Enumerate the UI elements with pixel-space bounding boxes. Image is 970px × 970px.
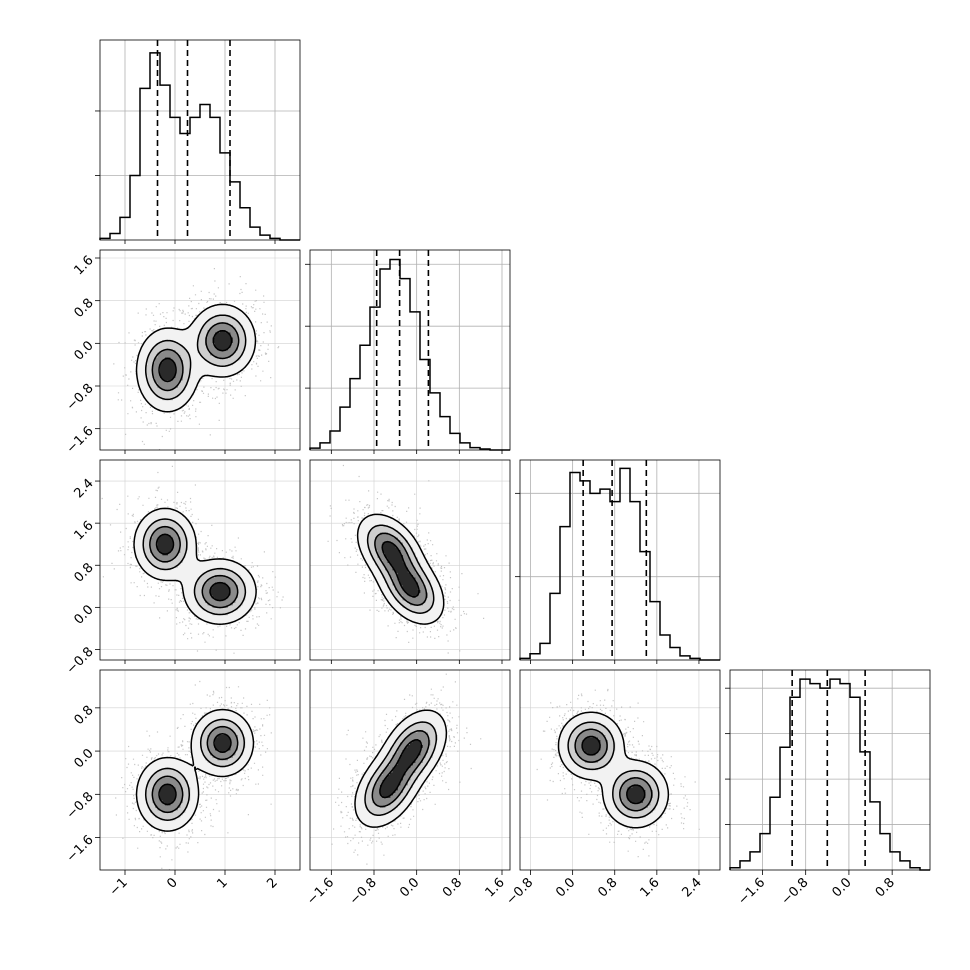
contour-line-3 [581,735,646,805]
histogram-step-line [99,52,300,241]
panel-frame [99,459,301,661]
panel-frame [99,39,301,241]
density-level-3 [157,535,231,601]
panel-frame [99,669,301,871]
contour-line-0 [135,708,255,832]
contour-line-2 [574,728,653,812]
x-tick-label: 0.0 [830,875,855,900]
x-tick-label: −0.8 [779,875,812,908]
contour-line-2 [374,532,428,606]
y-tick-label: 0.8 [71,296,96,321]
contour-line-3 [379,739,423,799]
contour-line-3 [381,540,420,598]
scatter-panel-3-1 [309,669,511,871]
x-tick-label: −0.8 [503,875,536,908]
y-tick-label: 0.0 [71,338,96,363]
x-tick-label: −1.6 [304,875,337,908]
panel-frame [309,669,511,871]
panel-content [100,250,300,450]
contour-line-0 [135,303,257,413]
histogram-step-line [309,258,510,451]
contour-line-1 [567,721,660,819]
panel-frame [729,669,931,871]
contour-line-1 [144,314,247,401]
panel-background [100,40,300,240]
x-tick-label: 2 [264,875,280,891]
panel-content [310,460,510,660]
y-tick-label: 0.0 [71,602,96,627]
histogram-step-line [519,467,720,661]
x-tick-label: 1.6 [637,875,662,900]
contour-line-0 [557,711,670,829]
panel-content [100,460,300,660]
y-tick-label: 0.8 [71,560,96,585]
y-tick-label: −0.8 [64,645,97,678]
contour-line-1 [366,524,435,614]
panel-frame [309,249,511,451]
contour-line-3 [158,733,232,806]
y-tick-label: 0.0 [71,746,96,771]
x-tick-label: 0.8 [440,875,465,900]
scatter-panel-3-0 [99,669,301,871]
x-tick-label: 1 [214,875,230,891]
panel-frame [519,459,721,661]
scatter-panel-2-0 [99,459,301,661]
y-tick-label: −1.6 [64,833,97,866]
histogram-step-line [729,678,930,871]
contour-line-0 [354,709,448,828]
density-level-3 [582,737,646,803]
density-level-3 [160,735,231,806]
contour-line-2 [371,729,430,808]
contour-line-1 [144,718,246,821]
y-tick-label: −0.8 [64,381,97,414]
panel-frame [309,459,511,661]
contour-line-3 [158,329,233,383]
x-tick-label: 0.0 [553,875,578,900]
y-tick-label: −1.6 [64,424,97,457]
density-level-3 [382,542,421,598]
contour-line-2 [149,525,239,609]
contour-line-1 [142,518,247,616]
panel-frame [519,669,721,871]
panel-content [100,670,300,870]
panel-frame [99,249,301,451]
y-tick-label: 2.4 [71,476,96,501]
histogram-panel-2 [515,459,721,661]
histogram-panel-3 [725,669,931,871]
y-tick-label: 1.6 [71,518,96,543]
contour-line-2 [151,322,240,392]
x-tick-label: −1 [107,875,131,899]
x-tick-label: 2.4 [680,875,705,900]
x-tick-label: −1.6 [735,875,768,908]
histogram-panel-1 [305,249,511,451]
x-tick-label: −0.8 [347,875,380,908]
density-level-3 [380,740,423,798]
y-tick-label: 1.6 [71,253,96,278]
contour-line-3 [155,533,231,602]
contour-line-0 [356,513,445,625]
y-tick-label: 0.8 [71,703,96,728]
scatter-panel-2-1 [309,459,511,661]
x-tick-label: 0.0 [397,875,422,900]
panel-content [310,670,510,870]
density-level-3 [160,330,233,381]
contour-line-0 [133,507,257,625]
panel-background [730,670,930,870]
x-tick-label: 0.8 [595,875,620,900]
contour-line-2 [151,725,239,814]
y-tick-label: −0.8 [64,789,97,822]
x-tick-label: 0 [164,875,180,891]
x-tick-label: 0.8 [873,875,898,900]
histogram-panel-0 [95,39,301,241]
scatter-panel-3-2 [519,669,721,871]
contour-line-1 [364,721,438,816]
panel-content [520,670,720,870]
scatter-panel-1-0 [99,249,301,451]
